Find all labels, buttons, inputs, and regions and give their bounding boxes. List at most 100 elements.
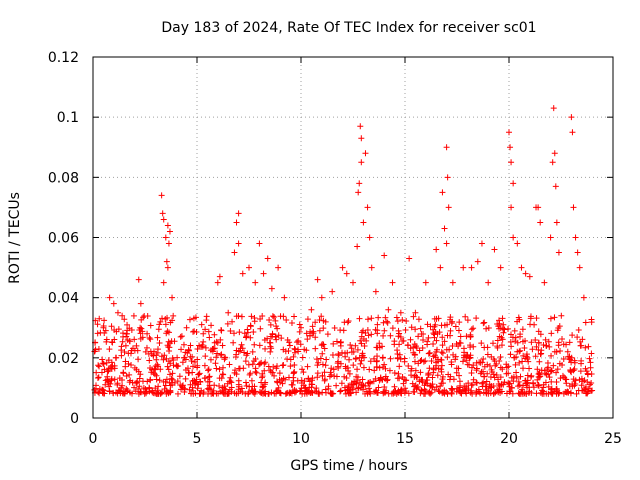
- data-point: [535, 204, 542, 211]
- data-point: [289, 388, 296, 395]
- data-point: [190, 363, 197, 370]
- data-point: [103, 336, 110, 343]
- data-point: [207, 386, 214, 393]
- data-point: [160, 216, 167, 223]
- data-point: [456, 319, 463, 326]
- data-point: [106, 383, 113, 390]
- data-point: [456, 372, 463, 379]
- data-point: [354, 366, 361, 373]
- data-point: [241, 330, 248, 337]
- x-tick-label: 0: [89, 431, 98, 447]
- data-point: [584, 371, 591, 378]
- data-point: [221, 385, 228, 392]
- data-point: [566, 339, 573, 346]
- data-point: [439, 342, 446, 349]
- data-point: [233, 390, 240, 397]
- data-point: [178, 386, 185, 393]
- data-point: [448, 389, 455, 396]
- data-point: [214, 279, 221, 286]
- data-point: [156, 339, 163, 346]
- data-point: [186, 386, 193, 393]
- data-point: [100, 360, 107, 367]
- data-point: [335, 351, 342, 358]
- data-point: [108, 377, 115, 384]
- data-point: [438, 349, 445, 356]
- data-point: [510, 180, 517, 187]
- data-point: [449, 279, 456, 286]
- data-point: [484, 351, 491, 358]
- data-point: [415, 316, 422, 323]
- data-point: [217, 336, 224, 343]
- y-tick-label: 0.02: [48, 351, 79, 367]
- data-point: [588, 379, 595, 386]
- data-point: [400, 380, 407, 387]
- data-point: [491, 374, 498, 381]
- data-point: [399, 373, 406, 380]
- data-point: [331, 373, 338, 380]
- data-point: [395, 387, 402, 394]
- data-point: [372, 288, 379, 295]
- data-point: [491, 246, 498, 253]
- data-point: [256, 389, 263, 396]
- data-point: [494, 337, 501, 344]
- data-point: [119, 312, 126, 319]
- data-point: [366, 234, 373, 241]
- data-point: [528, 372, 535, 379]
- data-point: [533, 315, 540, 322]
- data-point: [308, 306, 315, 313]
- data-point: [96, 315, 103, 322]
- data-point: [333, 338, 340, 345]
- data-point: [510, 373, 517, 380]
- data-point: [422, 387, 429, 394]
- data-point: [437, 264, 444, 271]
- data-point: [160, 356, 167, 363]
- data-point: [283, 390, 290, 397]
- data-point: [439, 334, 446, 341]
- data-point: [545, 338, 552, 345]
- data-point: [280, 362, 287, 369]
- data-point: [371, 367, 378, 374]
- data-point: [272, 334, 279, 341]
- data-point: [386, 367, 393, 374]
- data-point: [249, 348, 256, 355]
- data-point: [105, 378, 112, 385]
- data-point: [481, 373, 488, 380]
- data-point: [550, 362, 557, 369]
- data-point: [299, 354, 306, 361]
- data-point: [540, 341, 547, 348]
- data-point: [374, 321, 381, 328]
- data-point: [191, 328, 198, 335]
- data-point: [205, 366, 212, 373]
- data-point: [524, 377, 531, 384]
- data-point: [220, 371, 227, 378]
- data-point: [410, 344, 417, 351]
- data-point: [246, 264, 252, 271]
- data-point: [271, 372, 278, 379]
- grid: [93, 57, 613, 418]
- data-point: [426, 349, 433, 356]
- y-tick-labels: 0 0.02 0.04 0.06 0.08 0.1 0.12: [48, 50, 79, 427]
- data-point: [108, 366, 115, 373]
- data-point: [542, 379, 549, 386]
- data-point: [99, 360, 106, 367]
- data-point: [537, 389, 544, 396]
- data-point: [161, 386, 168, 393]
- data-point: [413, 343, 420, 350]
- data-point: [95, 345, 102, 352]
- data-point: [578, 360, 585, 367]
- data-point: [363, 337, 370, 344]
- data-point: [328, 365, 335, 372]
- data-point: [358, 357, 365, 364]
- data-point: [165, 240, 172, 247]
- data-point: [468, 387, 475, 394]
- data-point: [411, 388, 418, 395]
- data-point: [158, 192, 165, 199]
- data-point: [232, 367, 239, 374]
- data-point: [411, 358, 418, 365]
- data-point: [291, 313, 298, 320]
- data-point: [375, 314, 382, 321]
- data-point: [245, 361, 252, 368]
- data-point: [563, 376, 570, 383]
- data-point: [210, 345, 217, 352]
